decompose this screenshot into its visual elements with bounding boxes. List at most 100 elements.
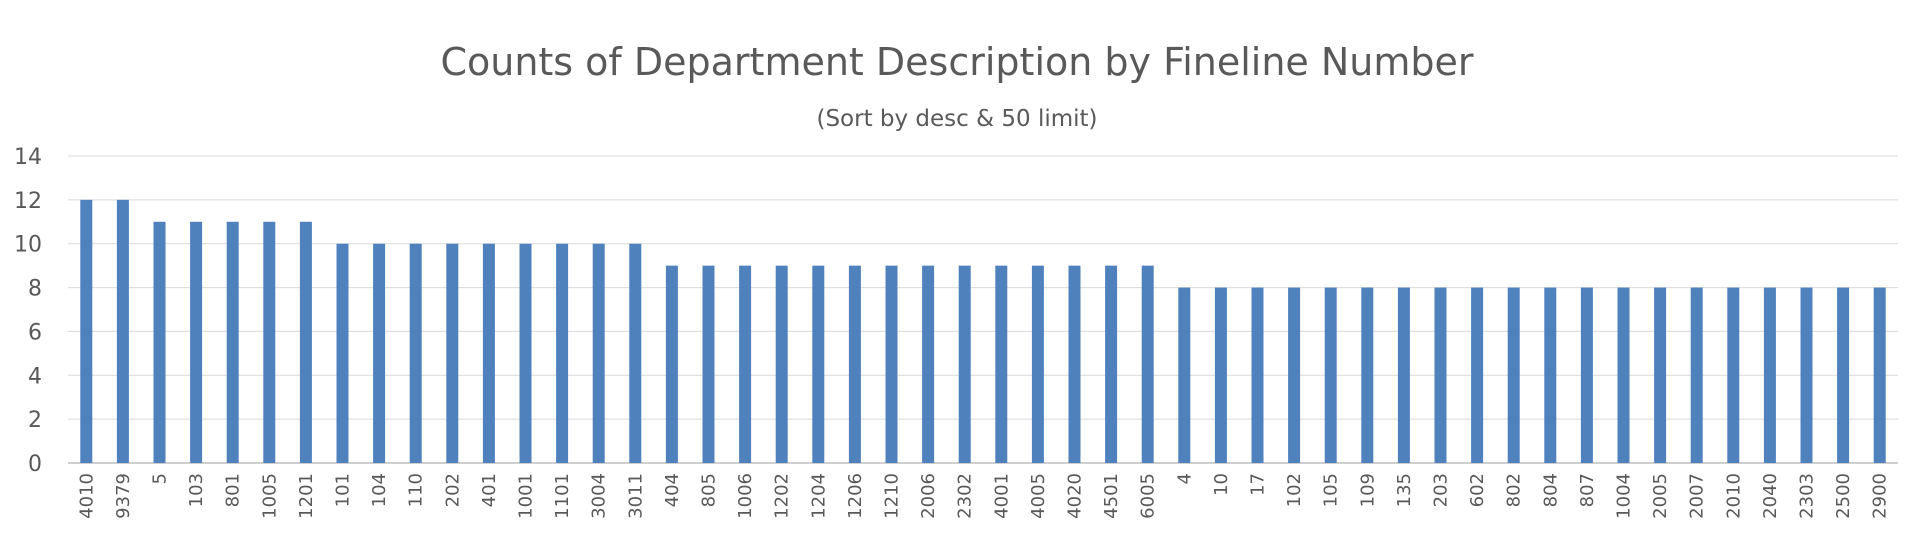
x-tick-label: 109 [1357, 473, 1378, 507]
x-tick-label: 103 [186, 473, 207, 507]
bar [1324, 287, 1337, 463]
bar [1214, 287, 1227, 463]
bar [848, 265, 861, 463]
x-tick-label: 1201 [296, 473, 317, 519]
bar [1837, 287, 1850, 463]
y-tick-label: 6 [28, 320, 42, 345]
bar [373, 243, 386, 463]
bar [885, 265, 898, 463]
bar [1288, 287, 1301, 463]
x-tick-label: 6005 [1138, 473, 1159, 519]
bar [1141, 265, 1154, 463]
bar [1617, 287, 1630, 463]
x-tick-label: 1005 [259, 473, 280, 519]
bar [1251, 287, 1264, 463]
bar [1654, 287, 1667, 463]
bar [1507, 287, 1520, 463]
bar [190, 221, 203, 463]
bar [153, 221, 166, 463]
bar [1361, 287, 1374, 463]
x-tick-label: 5 [150, 473, 171, 484]
x-tick-label: 10 [1211, 473, 1232, 496]
x-tick-label: 4 [1174, 473, 1195, 484]
x-tick-label: 104 [369, 473, 390, 507]
bar [556, 243, 569, 463]
x-tick-label: 2040 [1760, 473, 1781, 519]
bar [1178, 287, 1191, 463]
y-tick-label: 8 [28, 277, 42, 302]
x-tick-label: 9379 [113, 473, 134, 519]
bar [1434, 287, 1447, 463]
x-tick-label: 602 [1467, 473, 1488, 507]
x-tick-label: 2303 [1797, 473, 1818, 519]
bar [1763, 287, 1776, 463]
bar [1690, 287, 1703, 463]
bar [1727, 287, 1740, 463]
y-tick-label: 4 [28, 364, 42, 389]
bar [519, 243, 532, 463]
x-tick-label: 2010 [1723, 473, 1744, 519]
bar [1397, 287, 1410, 463]
bar [299, 221, 312, 463]
bar [995, 265, 1008, 463]
x-tick-label: 2006 [918, 473, 939, 519]
x-tick-label: 2005 [1650, 473, 1671, 519]
bar [336, 243, 349, 463]
x-tick-label: 1006 [735, 473, 756, 519]
chart-subtitle: (Sort by desc & 50 limit) [816, 106, 1098, 132]
y-tick-label: 12 [14, 189, 42, 214]
x-tick-label: 804 [1540, 473, 1561, 507]
x-tick-label: 4501 [1101, 473, 1122, 519]
bar [702, 265, 715, 463]
x-tick-label: 2900 [1870, 473, 1891, 519]
bar [1105, 265, 1118, 463]
bar [1068, 265, 1081, 463]
x-tick-label: 17 [1248, 473, 1269, 496]
x-tick-label: 404 [662, 473, 683, 507]
x-axis-tick-labels: 4010 9379 5 103 801 1005 1201 101 104 110 202 401 10… [76, 473, 1890, 519]
x-tick-label: 801 [223, 473, 244, 507]
y-tick-label: 0 [28, 452, 42, 477]
bar [1800, 287, 1813, 463]
x-tick-label: 1210 [882, 473, 903, 519]
chart-title: Counts of Department Description by Fine… [440, 40, 1474, 84]
x-tick-label: 105 [1321, 473, 1342, 507]
x-tick-label: 1004 [1614, 473, 1635, 519]
bar [592, 243, 605, 463]
bar [739, 265, 752, 463]
bar [80, 199, 93, 463]
x-tick-label: 101 [333, 473, 354, 507]
bar [665, 265, 678, 463]
bar [812, 265, 825, 463]
bar [629, 243, 642, 463]
bar [446, 243, 459, 463]
y-tick-label: 14 [14, 145, 42, 170]
x-tick-label: 2302 [955, 473, 976, 519]
x-tick-label: 1204 [808, 473, 829, 519]
x-tick-label: 203 [1431, 473, 1452, 507]
bar [1031, 265, 1044, 463]
bar [958, 265, 971, 463]
x-tick-label: 805 [699, 473, 720, 507]
bar [775, 265, 788, 463]
x-tick-label: 4010 [76, 473, 97, 519]
x-tick-label: 4001 [991, 473, 1012, 519]
x-tick-label: 202 [442, 473, 463, 507]
bar [1873, 287, 1886, 463]
x-tick-label: 4020 [1065, 473, 1086, 519]
x-tick-label: 3011 [625, 473, 646, 519]
bar [482, 243, 495, 463]
x-tick-label: 1101 [552, 473, 573, 519]
x-tick-label: 1001 [516, 473, 537, 519]
x-tick-label: 807 [1577, 473, 1598, 507]
x-tick-label: 2007 [1687, 473, 1708, 519]
y-tick-label: 10 [14, 233, 42, 258]
x-tick-label: 3004 [589, 473, 610, 519]
x-tick-label: 1206 [845, 473, 866, 519]
y-tick-label: 2 [28, 408, 42, 433]
x-tick-label: 802 [1504, 473, 1525, 507]
x-tick-label: 4005 [1028, 473, 1049, 519]
bar [922, 265, 935, 463]
bar [1471, 287, 1484, 463]
